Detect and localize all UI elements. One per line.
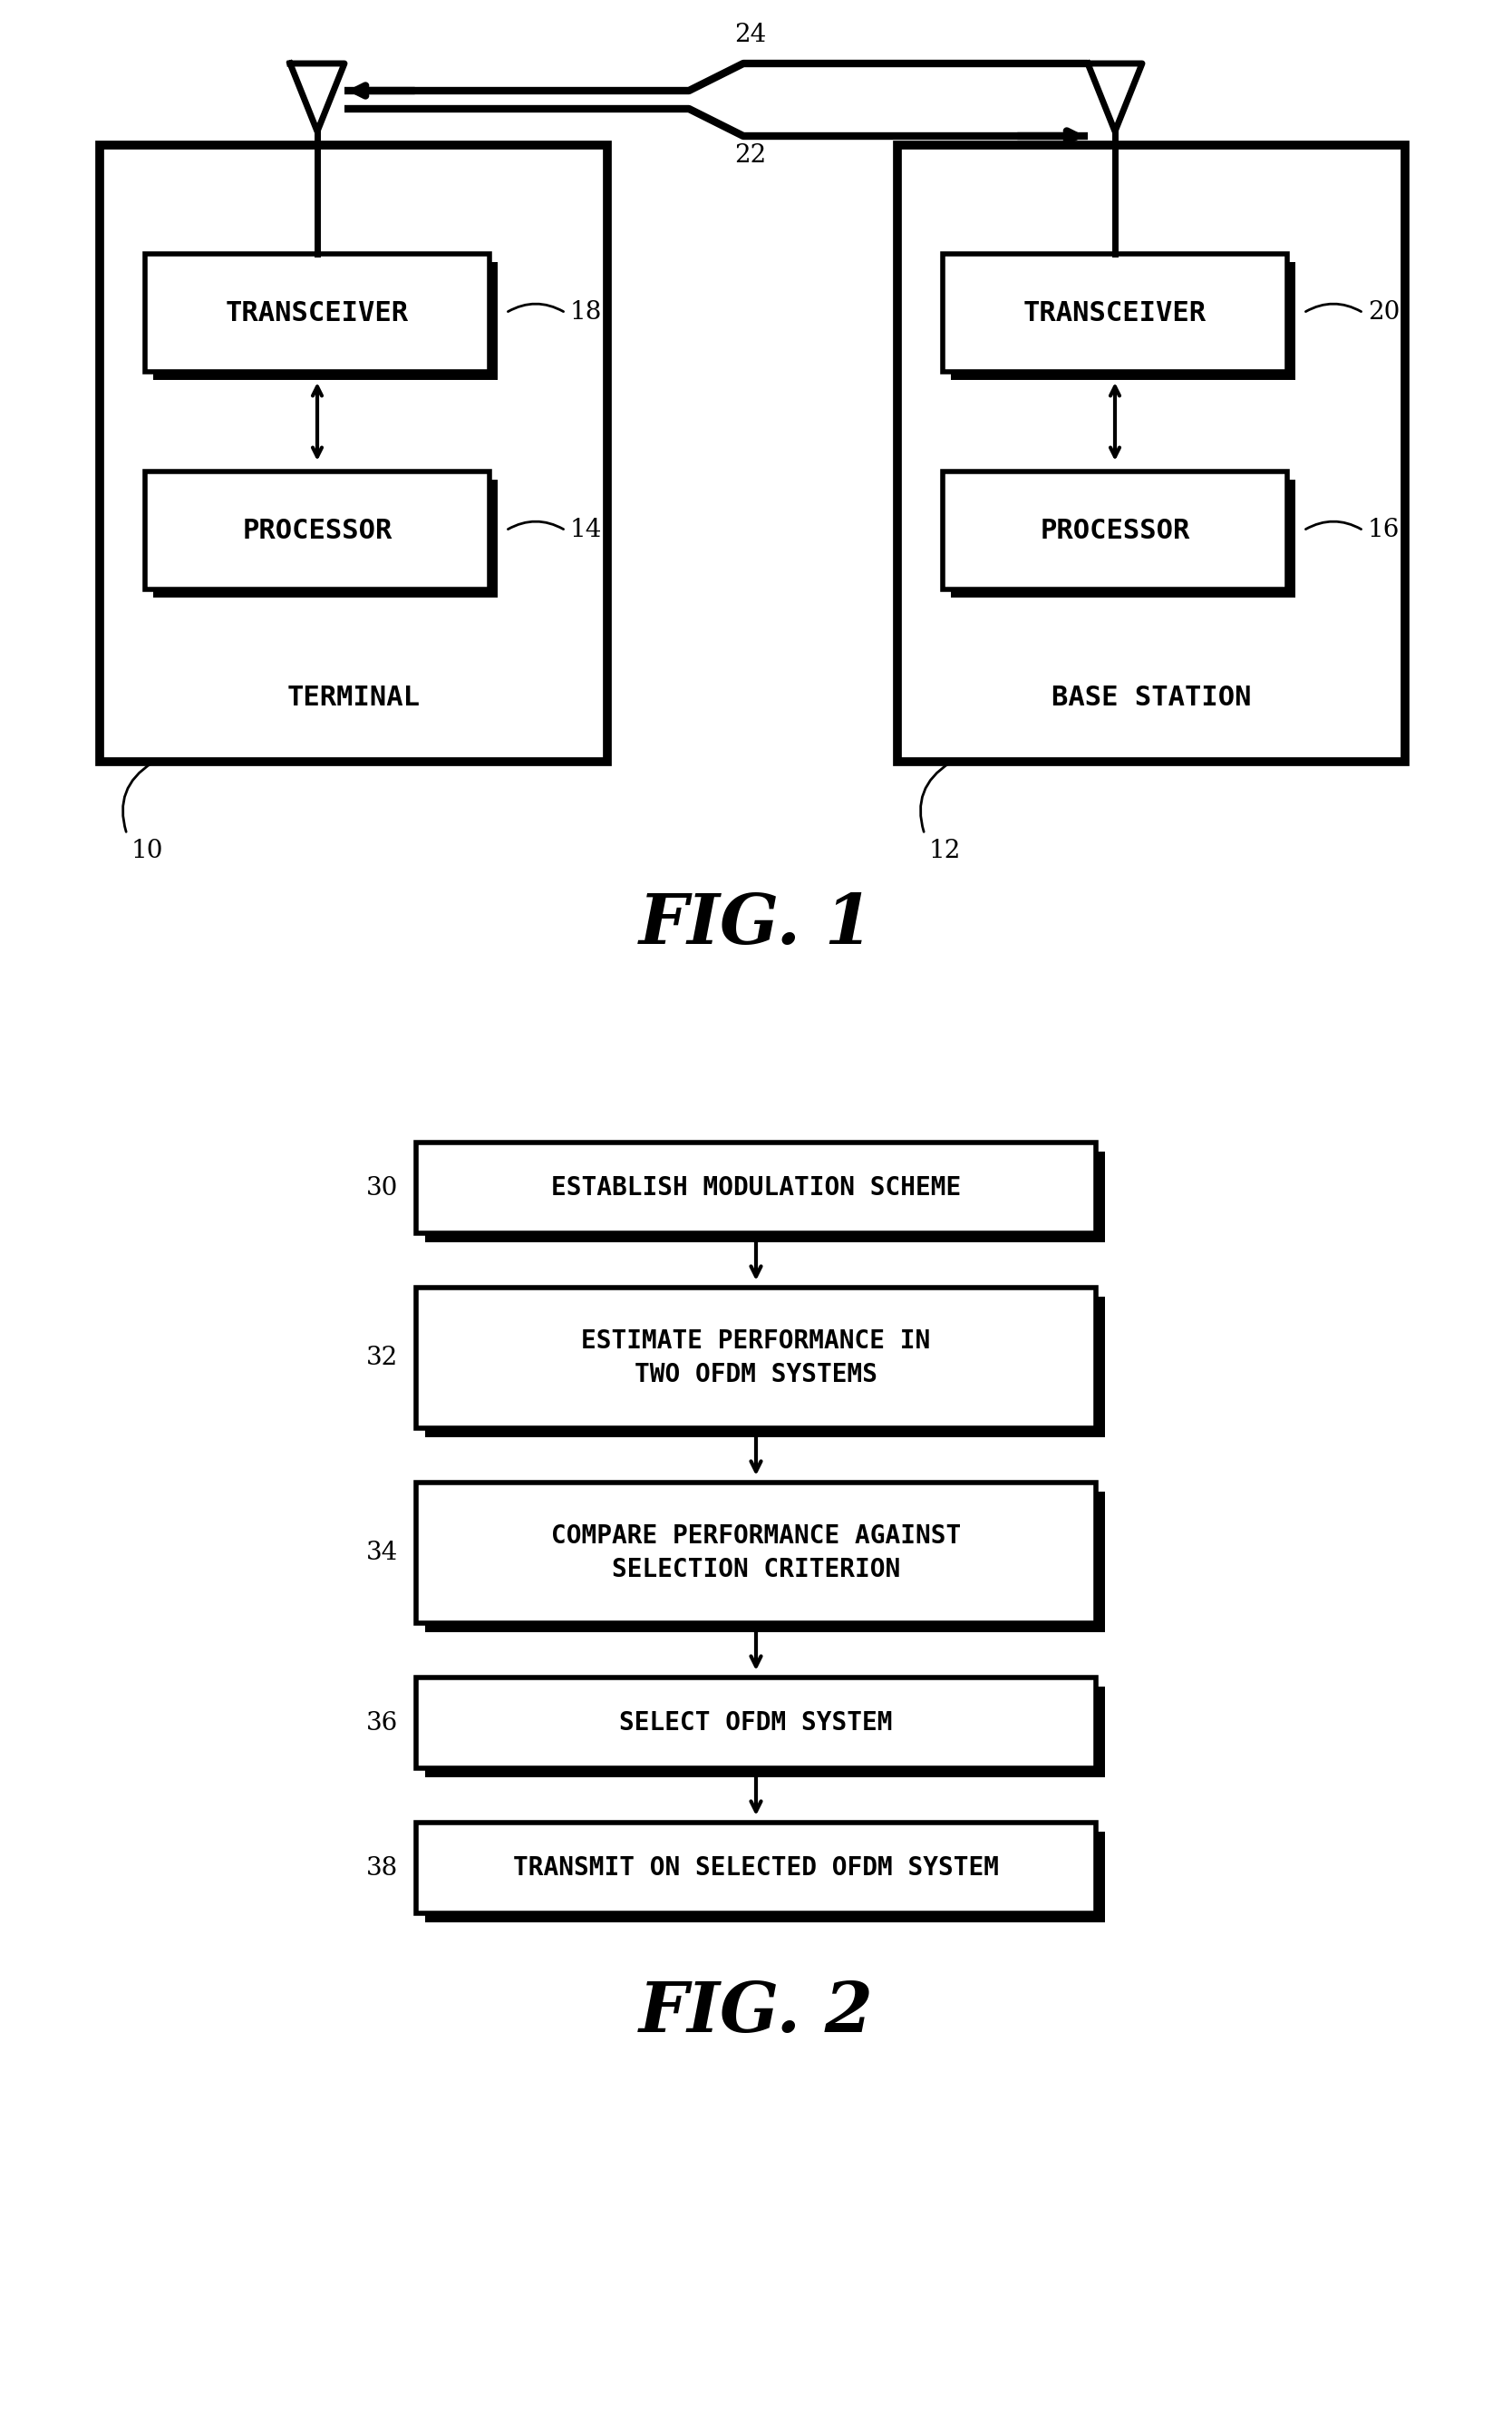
Bar xyxy=(425,1298,1105,1438)
Text: 10: 10 xyxy=(132,839,163,863)
Text: FIG. 1: FIG. 1 xyxy=(638,892,874,958)
Bar xyxy=(943,470,1287,589)
Text: 30: 30 xyxy=(366,1175,398,1201)
Text: PROCESSOR: PROCESSOR xyxy=(242,516,392,543)
Bar xyxy=(145,253,490,371)
Bar xyxy=(145,470,490,589)
Bar xyxy=(153,263,497,381)
Text: ESTIMATE PERFORMANCE IN
TWO OFDM SYSTEMS: ESTIMATE PERFORMANCE IN TWO OFDM SYSTEMS xyxy=(582,1329,930,1387)
Text: FIG. 2: FIG. 2 xyxy=(638,1980,874,2045)
Text: 36: 36 xyxy=(366,1710,398,1734)
Text: 16: 16 xyxy=(1368,519,1400,543)
Text: COMPARE PERFORMANCE AGAINST
SELECTION CRITERION: COMPARE PERFORMANCE AGAINST SELECTION CR… xyxy=(550,1524,962,1582)
Text: 32: 32 xyxy=(366,1346,398,1370)
Bar xyxy=(425,1686,1105,1778)
Bar xyxy=(425,1151,1105,1242)
Bar xyxy=(943,253,1287,371)
Text: 34: 34 xyxy=(366,1541,398,1565)
Text: ESTABLISH MODULATION SCHEME: ESTABLISH MODULATION SCHEME xyxy=(550,1175,962,1201)
Text: 22: 22 xyxy=(735,142,767,169)
Bar xyxy=(100,145,608,762)
Bar xyxy=(951,480,1296,598)
Text: TERMINAL: TERMINAL xyxy=(287,685,420,712)
Polygon shape xyxy=(290,63,345,133)
Text: 38: 38 xyxy=(366,1855,398,1881)
Text: 24: 24 xyxy=(735,22,767,48)
Bar xyxy=(416,1143,1096,1233)
Text: BASE STATION: BASE STATION xyxy=(1051,685,1250,712)
Bar xyxy=(416,1288,1096,1428)
Text: SELECT OFDM SYSTEM: SELECT OFDM SYSTEM xyxy=(620,1710,892,1737)
Text: TRANSCEIVER: TRANSCEIVER xyxy=(225,299,408,326)
Text: 18: 18 xyxy=(570,302,602,326)
Polygon shape xyxy=(1087,63,1142,133)
Bar xyxy=(416,1823,1096,1913)
Text: PROCESSOR: PROCESSOR xyxy=(1040,516,1190,543)
Bar xyxy=(425,1491,1105,1633)
Bar xyxy=(425,1831,1105,1922)
Bar xyxy=(898,145,1405,762)
Text: TRANSMIT ON SELECTED OFDM SYSTEM: TRANSMIT ON SELECTED OFDM SYSTEM xyxy=(513,1855,999,1881)
Text: 20: 20 xyxy=(1368,302,1400,326)
Bar xyxy=(416,1483,1096,1623)
Text: 14: 14 xyxy=(570,519,602,543)
Text: TRANSCEIVER: TRANSCEIVER xyxy=(1024,299,1207,326)
Bar xyxy=(153,480,497,598)
Bar xyxy=(416,1676,1096,1768)
Text: 12: 12 xyxy=(930,839,962,863)
Bar xyxy=(951,263,1296,381)
